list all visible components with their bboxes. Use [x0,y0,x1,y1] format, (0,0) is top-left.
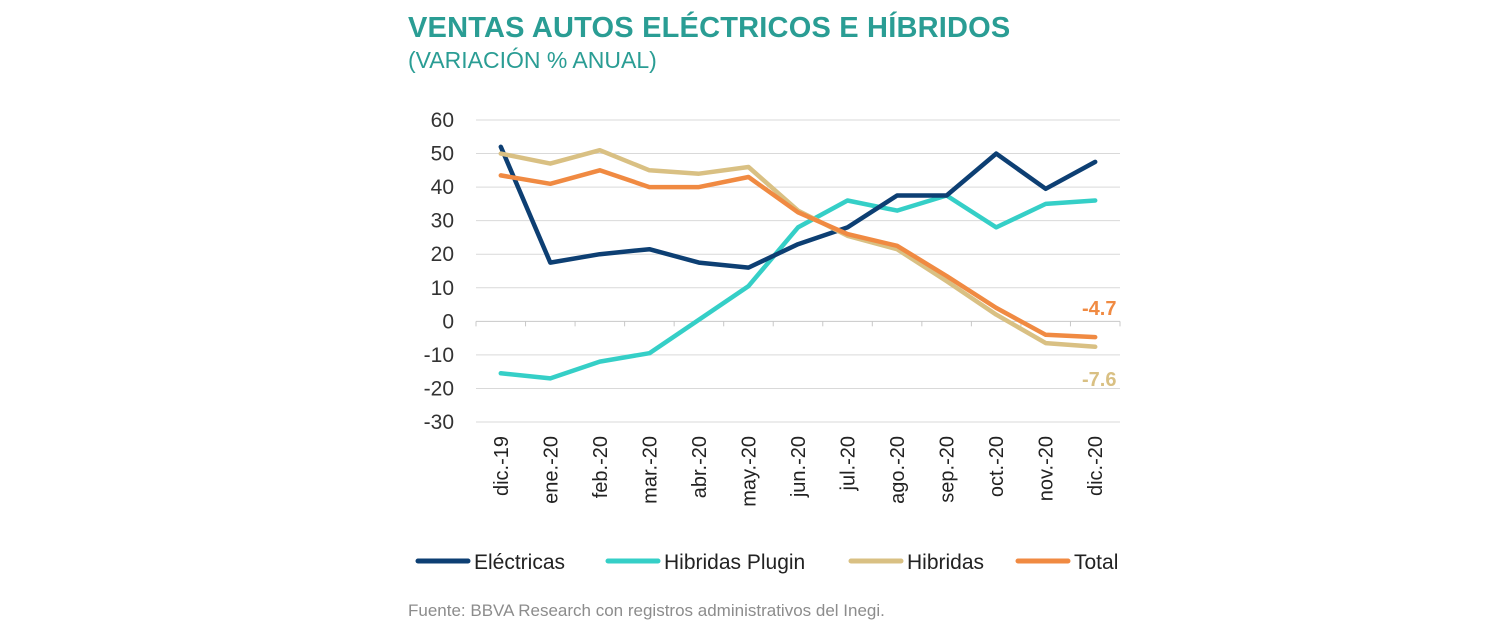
x-tick-label: dic.-19 [491,436,513,496]
x-tick-label: sep.-20 [937,436,959,503]
source-note: Fuente: BBVA Research con registros admi… [408,601,885,620]
series-line-el-ctricas [498,144,1098,270]
y-tick-label: -20 [424,377,454,400]
legend-label: Hibridas Plugin [664,551,805,574]
y-tick-label: 40 [431,176,454,199]
x-tick-label: feb.-20 [590,436,612,498]
gridlines [475,119,1121,423]
end-label-hibridas: -7.6 [1082,369,1116,391]
x-tick-label: ene.-20 [540,436,562,504]
legend-label: Eléctricas [474,551,565,574]
legend-label: Total [1074,551,1118,574]
y-tick-label: 10 [431,277,454,300]
end-label-total: -4.7 [1082,298,1116,320]
chart-title: VENTAS AUTOS ELÉCTRICOS E HÍBRIDOS [408,12,1011,44]
x-tick-label: mar.-20 [639,436,661,504]
x-tick-label: abr.-20 [689,436,711,498]
y-tick-label: 60 [431,109,454,132]
y-axis-ticks: 60 50 40 30 20 10 0 -10 -20 -30 [424,109,454,434]
y-tick-label: 0 [442,310,454,333]
x-tick-label: jul.-20 [838,436,860,491]
series-line-hibridas-plugin [498,193,1098,381]
x-tick-label: dic.-20 [1085,436,1107,496]
x-tick-label: jun.-20 [788,436,810,498]
x-tick-label: nov.-20 [1036,436,1058,501]
legend: Eléctricas Hibridas Plugin Hibridas Total [415,551,1118,574]
series-lines [498,144,1098,381]
x-axis-ticks: dic.-19 ene.-20 feb.-20 mar.-20 abr.-20 may.-… [491,436,1107,507]
y-tick-label: 20 [431,243,454,266]
end-labels: -4.7 -7.6 [1082,298,1116,391]
y-tick-label: -10 [424,344,454,367]
legend-label: Hibridas [907,551,984,574]
series-line-total [498,168,1098,340]
y-tick-label: -30 [424,411,454,434]
y-tick-label: 30 [431,210,454,233]
x-tick-label: ago.-20 [887,436,909,504]
series-line-hibridas [498,147,1098,350]
chart-subtitle: (VARIACIÓN % ANUAL) [408,47,657,73]
x-tick-label: may.-20 [738,436,760,507]
x-tick-label: oct.-20 [986,436,1008,497]
y-tick-label: 50 [431,143,454,166]
